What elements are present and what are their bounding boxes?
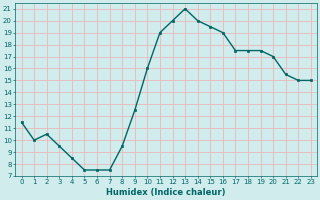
X-axis label: Humidex (Indice chaleur): Humidex (Indice chaleur): [107, 188, 226, 197]
